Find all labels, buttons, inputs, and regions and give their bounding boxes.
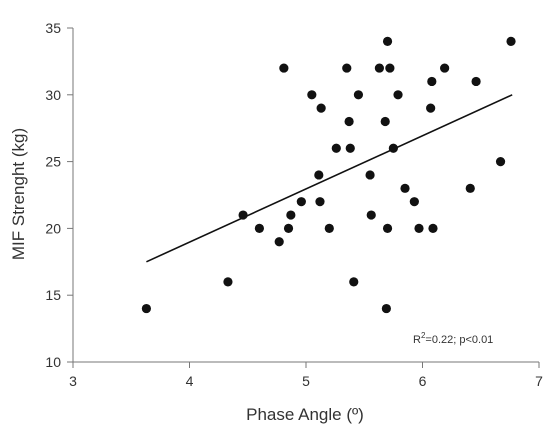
r-squared-exponent: 2 [421, 331, 426, 340]
data-point [223, 277, 233, 287]
data-point [506, 36, 516, 46]
x-tick-label: 6 [419, 373, 427, 389]
data-point [440, 63, 450, 73]
data-point [283, 223, 294, 233]
data-point [428, 223, 438, 233]
data-point [382, 223, 393, 233]
r-squared-annotation: R2=0.22; p<0.01 [413, 331, 493, 346]
y-tick-label: 20 [45, 220, 61, 236]
y-axis-title: MIF Strenght (kg) [9, 128, 28, 260]
data-point [465, 183, 475, 193]
x-tick-label: 7 [535, 373, 543, 389]
data-point [385, 63, 395, 73]
data-point [349, 277, 359, 287]
data-point [238, 210, 248, 220]
data-point [495, 157, 506, 167]
data-point [388, 143, 398, 153]
y-tick-label: 30 [45, 87, 61, 103]
regression-line [146, 94, 513, 263]
x-tick-label: 4 [186, 373, 194, 389]
data-point [279, 63, 289, 73]
data-point [365, 170, 375, 180]
data-point [345, 143, 355, 153]
data-point [381, 303, 391, 314]
data-point [316, 103, 326, 113]
data-point [400, 183, 410, 193]
data-point [366, 210, 376, 220]
data-points [141, 36, 516, 314]
r-squared-symbol: R [413, 334, 421, 346]
data-point [427, 76, 437, 87]
data-point [296, 197, 306, 207]
data-point [393, 90, 403, 100]
data-point [353, 90, 364, 100]
x-ticks: 3 4 5 6 7 [69, 362, 543, 389]
data-point [374, 63, 384, 73]
data-point [315, 197, 325, 207]
data-point [274, 237, 284, 247]
data-point [426, 103, 436, 113]
x-tick-label: 5 [302, 373, 310, 389]
y-tick-label: 25 [45, 154, 61, 170]
data-point [307, 90, 317, 100]
data-point [380, 116, 390, 127]
data-point [324, 223, 334, 233]
data-point [414, 223, 424, 233]
data-point [331, 143, 341, 153]
y-ticks: 10 15 20 25 30 35 [45, 20, 73, 370]
y-tick-label: 35 [45, 20, 61, 36]
data-point [471, 76, 481, 87]
y-tick-label: 15 [45, 287, 61, 303]
axes: 3 4 5 6 7 10 15 20 25 30 35 [45, 20, 543, 389]
data-point [409, 197, 419, 207]
r-squared-value: =0.22; p<0.01 [425, 334, 493, 346]
data-point [344, 116, 354, 127]
data-point [342, 63, 352, 73]
x-axis-title: Phase Angle (º) [246, 405, 364, 424]
y-tick-label: 10 [45, 354, 61, 370]
data-point [314, 170, 324, 180]
data-point [141, 303, 151, 314]
data-point [286, 210, 296, 220]
data-point [382, 36, 393, 46]
data-point [254, 223, 264, 233]
x-tick-label: 3 [69, 373, 77, 389]
